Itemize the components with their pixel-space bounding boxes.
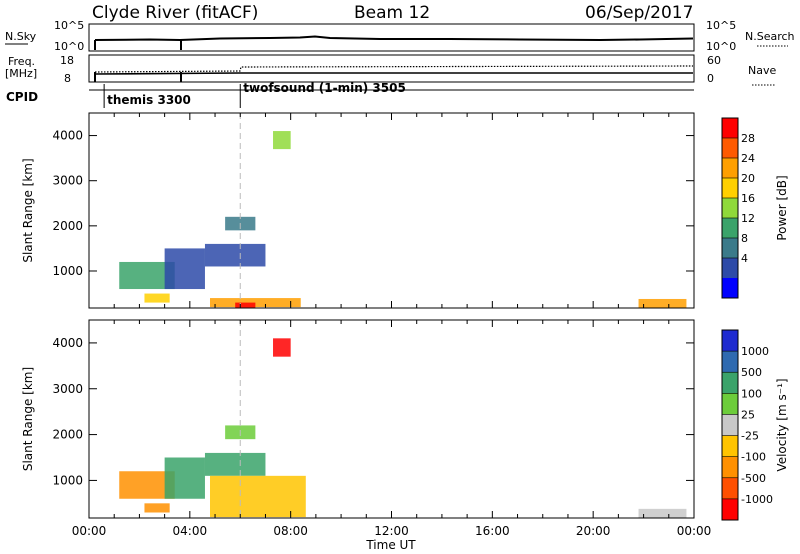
colorbar-swatch — [722, 477, 738, 500]
colorbar-swatch — [722, 414, 738, 437]
scatter-region — [144, 293, 170, 303]
colorbar-tick-label: 25 — [741, 408, 755, 421]
cpid-program-label: themis 3300 — [107, 93, 191, 107]
nsearch-tick-bottom: 10^0 — [706, 40, 736, 53]
y-tick-label: 1000 — [52, 473, 83, 487]
nsky-trace — [94, 35, 694, 42]
nave-tick-bottom: 0 — [707, 72, 714, 85]
colorbar-swatch — [722, 258, 738, 279]
colorbar-tick-label: 1000 — [741, 345, 769, 358]
velocity-colorbar: 1000 500 100 25 -25 -100 -500 -1000 Velocity [m … — [721, 329, 789, 521]
x-tick-label: 20:00 — [576, 524, 611, 538]
velocity-panel: 4000 3000 2000 1000 Slant Range [km] — [21, 319, 695, 519]
y-tick-label: 2000 — [52, 428, 83, 442]
y-tick-label: 4000 — [52, 336, 83, 350]
scatter-region — [204, 243, 266, 267]
colorbar-swatch — [722, 118, 738, 139]
x-tick-label: 08:00 — [273, 524, 308, 538]
colorbar-swatch — [722, 372, 738, 394]
colorbar-tick-label: 16 — [741, 192, 755, 205]
colorbar-swatch — [722, 393, 738, 415]
colorbar-tick-label: 20 — [741, 172, 755, 185]
scatter-region — [273, 338, 291, 357]
colorbar-swatch — [722, 351, 738, 373]
colorbar-tick-label: -500 — [741, 472, 766, 485]
y-tick-label: 3000 — [52, 174, 83, 188]
colorbar-swatch — [722, 158, 738, 179]
colorbar-swatch — [722, 278, 738, 299]
y-tick-label: 3000 — [52, 382, 83, 396]
x-axis-label: Time UT — [365, 538, 416, 552]
freq-tick-bottom: 8 — [64, 72, 71, 85]
nsky-tick-top: 10^5 — [54, 19, 84, 32]
y-axis-label: Slant Range [km] — [21, 367, 35, 471]
colorbar-title: Power [dB] — [775, 175, 789, 240]
scatter-region — [210, 475, 306, 518]
scatter-region — [638, 508, 687, 518]
colorbar-tick-label: 8 — [741, 232, 748, 245]
nave-label: Nave — [748, 64, 776, 77]
colorbar-tick-label: 28 — [741, 132, 755, 145]
scatter-region — [164, 248, 205, 290]
power-colorbar: 28 24 20 16 12 8 4 Power [dB] — [721, 117, 789, 299]
colorbar-tick-label: 24 — [741, 152, 755, 165]
x-tick-label: 00:00 — [72, 524, 107, 538]
beam-label: Beam 12 — [354, 3, 430, 23]
y-tick-label: 1000 — [52, 264, 83, 278]
freq-panel — [88, 54, 695, 83]
date-label: 06/Sep/2017 — [585, 3, 693, 23]
scatter-region — [204, 452, 266, 476]
colorbar-swatch — [722, 456, 738, 479]
colorbar-swatch — [722, 138, 738, 159]
freq-tick-top: 18 — [60, 54, 74, 67]
colorbar-swatch — [722, 330, 738, 352]
scatter-region — [273, 131, 291, 150]
colorbar-tick-label: -1000 — [741, 493, 773, 506]
cpid-program-label: twofsound (1-min) 3505 — [243, 81, 406, 95]
scatter-region — [144, 503, 170, 513]
nsearch-label: N.Search — [745, 30, 795, 43]
freq-label: Freq. — [8, 55, 35, 68]
freq-unit: [MHz] — [5, 67, 37, 80]
colorbar-swatch — [722, 178, 738, 199]
colorbar-tick-label: 100 — [741, 387, 762, 400]
power-panel: 4000 3000 2000 1000 Slant Range [km] — [21, 112, 695, 309]
x-tick-label: 16:00 — [475, 524, 510, 538]
cpid-label: CPID — [6, 90, 38, 104]
x-tick-label: 04:00 — [173, 524, 208, 538]
y-tick-label: 4000 — [52, 129, 83, 143]
nsky-panel — [88, 23, 695, 52]
scatter-region — [638, 298, 687, 308]
plot-title: Clyde River (fitACF) — [92, 3, 258, 23]
colorbar-tick-label: -25 — [741, 430, 759, 443]
nsky-label: N.Sky — [5, 30, 37, 43]
y-tick-label: 2000 — [52, 219, 83, 233]
colorbar-title: Velocity [m s⁻¹] — [775, 378, 789, 471]
colorbar-swatch — [722, 198, 738, 219]
colorbar-swatch — [722, 218, 738, 239]
colorbar-swatch — [722, 238, 738, 259]
colorbar-tick-label: 4 — [741, 252, 748, 265]
nsearch-tick-top: 10^5 — [706, 19, 736, 32]
colorbar-tick-label: -100 — [741, 451, 766, 464]
colorbar-swatch — [722, 498, 738, 521]
colorbar-swatch — [722, 435, 738, 458]
x-tick-label: 00:00 — [677, 524, 712, 538]
nave-trace — [94, 65, 694, 73]
colorbar-frame — [721, 329, 739, 521]
nsky-tick-bottom: 10^0 — [54, 40, 84, 53]
nave-tick-top: 60 — [707, 54, 721, 67]
x-tick-labels: 00:00 04:00 08:00 12:00 16:00 20:00 00:00 — [72, 524, 712, 538]
scatter-region — [164, 457, 205, 499]
freq-trace — [94, 72, 693, 75]
colorbar-tick-label: 500 — [741, 366, 762, 379]
x-tick-label: 12:00 — [374, 524, 409, 538]
scatter-region — [235, 302, 256, 308]
colorbar-frame — [721, 117, 739, 299]
colorbar-tick-label: 12 — [741, 212, 755, 225]
cpid-markers: themis 3300 twofsound (1-min) 3505 — [103, 81, 406, 108]
y-axis-label: Slant Range [km] — [21, 158, 35, 262]
